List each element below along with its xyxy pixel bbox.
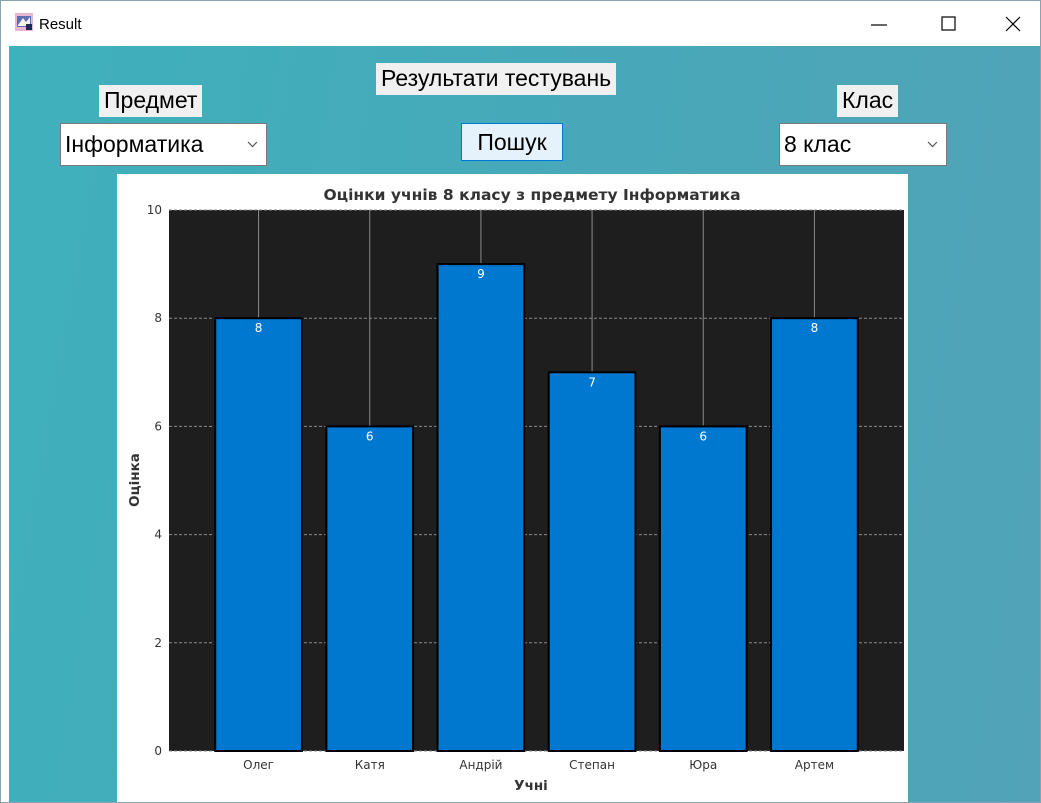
class-select[interactable]: 8 клас	[779, 123, 947, 166]
bars: 8 6 9 7 6 8	[214, 263, 859, 753]
chevron-down-icon	[247, 141, 258, 148]
x-tick-label: Юра	[689, 758, 717, 772]
bar-value-label: 6	[366, 429, 374, 443]
class-select-value: 8 клас	[784, 131, 852, 157]
maximize-icon	[941, 16, 956, 31]
y-tick-labels: 0 2 4 6 8 10	[147, 203, 162, 758]
form-client-area: Результати тестувань Предмет Клас Інформ…	[9, 46, 1040, 802]
x-axis-label: Учні	[514, 778, 548, 794]
y-tick-label: 0	[154, 744, 162, 758]
minimize-icon	[871, 24, 887, 26]
bar	[658, 425, 748, 752]
page-title: Результати тестувань	[376, 63, 617, 95]
x-tick-labels: Олег Катя Андрій Степан Юра Артем	[243, 758, 834, 772]
maximize-button[interactable]	[926, 1, 972, 46]
bar	[770, 317, 859, 752]
bar-value-label: 7	[588, 375, 596, 389]
chevron-down-icon	[927, 141, 938, 148]
y-tick-label: 6	[154, 419, 162, 433]
y-tick-label: 2	[154, 636, 162, 650]
bar-value-label: 6	[699, 429, 707, 443]
y-axis-label: Оцінка	[127, 453, 143, 507]
bar-value-label: 8	[811, 321, 819, 335]
y-tick-label: 4	[154, 528, 162, 542]
class-label: Клас	[837, 85, 899, 117]
x-tick-label: Артем	[795, 758, 834, 772]
x-tick-label: Катя	[355, 758, 385, 772]
bar	[547, 371, 637, 753]
bar	[325, 425, 415, 752]
subject-select-value: Інформатика	[65, 131, 204, 157]
title-bar[interactable]: Result	[1, 1, 1040, 46]
subject-label: Предмет	[99, 85, 203, 117]
bar	[436, 263, 526, 752]
bar-value-label: 9	[477, 267, 485, 281]
y-tick-label: 8	[154, 311, 162, 325]
bar-value-label: 8	[255, 321, 263, 335]
x-tick-label: Андрій	[459, 758, 502, 772]
search-button[interactable]: Пошук	[461, 123, 563, 161]
chart-title: Оцінки учнів 8 класу з предмету Інформат…	[323, 186, 740, 204]
close-button[interactable]	[990, 1, 1036, 46]
bar-chart: Оцінки учнів 8 класу з предмету Інформат…	[127, 186, 904, 794]
x-tick-label: Олег	[243, 758, 274, 772]
bar	[214, 317, 303, 752]
close-icon	[1005, 16, 1021, 32]
window-title: Result	[39, 16, 82, 33]
x-tick-label: Степан	[569, 758, 615, 772]
chart-panel: Оцінки учнів 8 класу з предмету Інформат…	[117, 174, 908, 802]
minimize-button[interactable]	[856, 1, 902, 46]
subject-select[interactable]: Інформатика	[60, 123, 267, 166]
y-tick-label: 10	[147, 203, 162, 217]
app-icon	[15, 13, 33, 31]
